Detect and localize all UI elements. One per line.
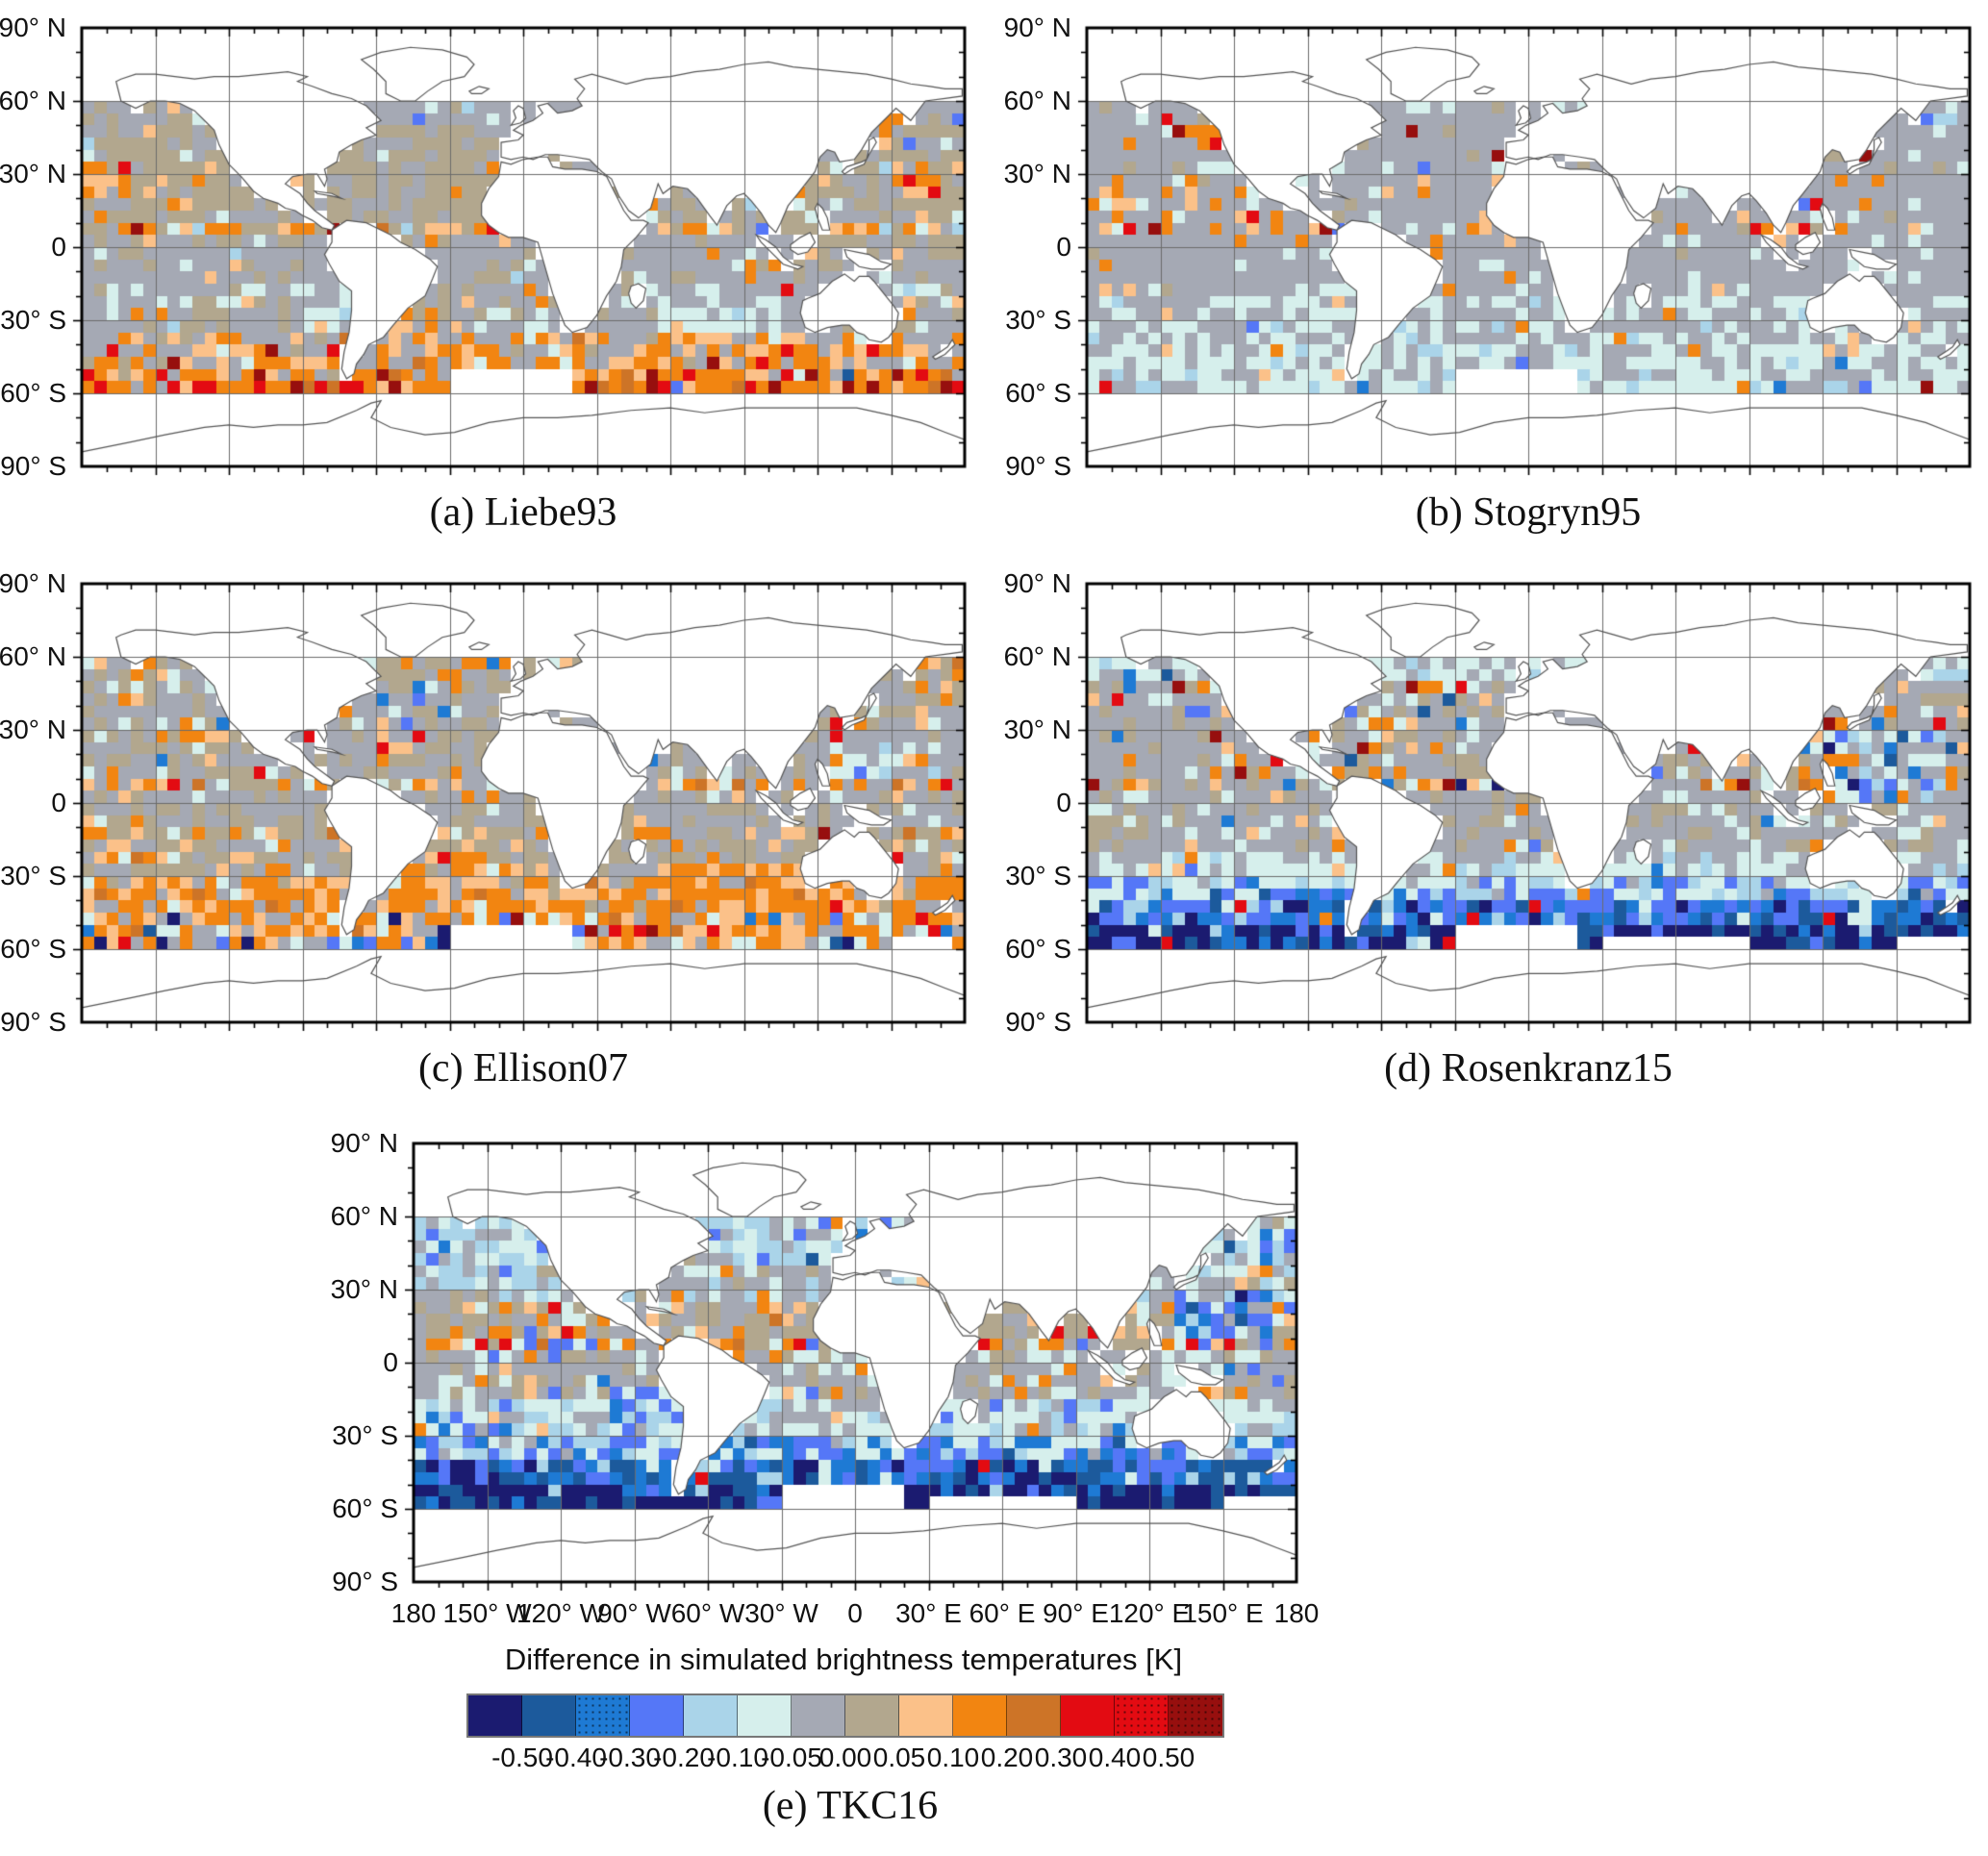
lon-tick-label: 150° E <box>1182 1598 1264 1628</box>
lat-tick-label: 60° N <box>1003 86 1071 115</box>
colorbar-tick-label: -0.30 <box>599 1743 661 1772</box>
lat-tick-label: 60° S <box>1005 934 1071 964</box>
lat-tick-label: 30° N <box>0 715 66 744</box>
lon-tick-label: 180 <box>1273 1598 1320 1628</box>
lon-tick-label: 30° W <box>744 1598 818 1628</box>
map-canvas-e-tkc16 <box>400 1130 1310 1595</box>
lon-tick-label: 0 <box>847 1598 863 1628</box>
lat-tick-label: 60° N <box>0 641 66 671</box>
colorbar-segment-13 <box>1169 1695 1222 1736</box>
panel-caption-b: (b) Stogryn95 <box>1415 490 1642 535</box>
lat-tick-label: 90° S <box>332 1567 398 1596</box>
lat-tick-label: 0 <box>1056 232 1071 262</box>
panel-caption-e: (e) TKC16 <box>762 1784 939 1828</box>
map-canvas-a-liebe93 <box>68 14 978 480</box>
lat-tick-label: 0 <box>383 1347 398 1377</box>
lat-tick-label: 90° N <box>0 13 66 42</box>
colorbar-tick-label: 0.00 <box>818 1743 872 1772</box>
colorbar-tick-label: 0.05 <box>872 1743 926 1772</box>
colorbar-segment-11 <box>1061 1695 1115 1736</box>
lat-tick-label: 30° S <box>0 861 66 890</box>
map-canvas-d-rosenkranz15 <box>1073 570 1983 1036</box>
colorbar-segment-12 <box>1115 1695 1169 1736</box>
colorbar-segment-1 <box>522 1695 576 1736</box>
lon-tick-label: 30° E <box>895 1598 962 1628</box>
lat-tick-label: 90° S <box>1005 1007 1071 1037</box>
panel-caption-c: (c) Ellison07 <box>417 1046 629 1091</box>
lat-tick-label: 60° S <box>332 1493 398 1523</box>
lat-tick-label: 0 <box>51 788 66 817</box>
lat-tick-label: 30° S <box>0 305 66 335</box>
lat-tick-label: 30° S <box>332 1420 398 1450</box>
lat-tick-label: 30° S <box>1005 305 1071 335</box>
colorbar-tick-label: 0.10 <box>926 1743 980 1772</box>
lat-tick-label: 0 <box>1056 788 1071 817</box>
colorbar-segment-10 <box>1007 1695 1061 1736</box>
colorbar-segment-0 <box>468 1695 522 1736</box>
lat-tick-label: 90° N <box>0 568 66 598</box>
lon-tick-label: 120° W <box>516 1598 606 1628</box>
lat-tick-label: 90° N <box>1003 13 1071 42</box>
lon-tick-label: 90° W <box>597 1598 671 1628</box>
colorbar-segment-2 <box>576 1695 630 1736</box>
panel-caption-a: (a) Liebe93 <box>429 490 617 535</box>
colorbar-tick-label: -0.40 <box>545 1743 607 1772</box>
map-canvas-c-ellison07 <box>68 570 978 1036</box>
lat-tick-label: 60° S <box>1005 378 1071 408</box>
lon-tick-label: 120° E <box>1108 1598 1191 1628</box>
lat-tick-label: 90° S <box>1005 451 1071 481</box>
lat-tick-label: 60° N <box>330 1201 398 1231</box>
lat-tick-label: 60° N <box>0 86 66 115</box>
lat-tick-label: 0 <box>51 232 66 262</box>
colorbar-tick-label: -0.05 <box>761 1743 822 1772</box>
lat-tick-label: 60° S <box>0 378 66 408</box>
colorbar-segment-5 <box>738 1695 792 1736</box>
colorbar-tick-label: 0.20 <box>980 1743 1034 1772</box>
lon-tick-label: 60° E <box>969 1598 1036 1628</box>
lon-tick-label: 90° E <box>1043 1598 1109 1628</box>
lat-tick-label: 90° N <box>1003 568 1071 598</box>
lat-tick-label: 30° N <box>330 1274 398 1304</box>
lon-tick-label: 180 <box>390 1598 437 1628</box>
colorbar-tick-label: 0.40 <box>1088 1743 1142 1772</box>
colorbar-tick-label: -0.50 <box>491 1743 553 1772</box>
lat-tick-label: 30° S <box>1005 861 1071 890</box>
colorbar-title: Difference in simulated brightness tempe… <box>504 1643 1183 1676</box>
colorbar-segment-7 <box>845 1695 899 1736</box>
colorbar-tick-label: 0.50 <box>1142 1743 1195 1772</box>
lat-tick-label: 90° N <box>330 1128 398 1158</box>
panel-caption-d: (d) Rosenkranz15 <box>1384 1046 1673 1091</box>
colorbar <box>466 1693 1224 1738</box>
lon-tick-label: 150° W <box>442 1598 532 1628</box>
map-canvas-b-stogryn95 <box>1073 14 1983 480</box>
lon-tick-label: 60° W <box>670 1598 745 1628</box>
colorbar-segment-6 <box>792 1695 845 1736</box>
lat-tick-label: 30° N <box>0 159 66 188</box>
colorbar-tick-label: -0.10 <box>707 1743 768 1772</box>
lat-tick-label: 30° N <box>1003 715 1071 744</box>
lat-tick-label: 60° S <box>0 934 66 964</box>
colorbar-segment-9 <box>953 1695 1007 1736</box>
lat-tick-label: 60° N <box>1003 641 1071 671</box>
lat-tick-label: 90° S <box>0 451 66 481</box>
colorbar-tick-label: -0.20 <box>653 1743 715 1772</box>
lat-tick-label: 90° S <box>0 1007 66 1037</box>
colorbar-segment-4 <box>684 1695 738 1736</box>
colorbar-tick-label: 0.30 <box>1034 1743 1088 1772</box>
colorbar-segment-8 <box>899 1695 953 1736</box>
lat-tick-label: 30° N <box>1003 159 1071 188</box>
colorbar-segment-3 <box>630 1695 684 1736</box>
